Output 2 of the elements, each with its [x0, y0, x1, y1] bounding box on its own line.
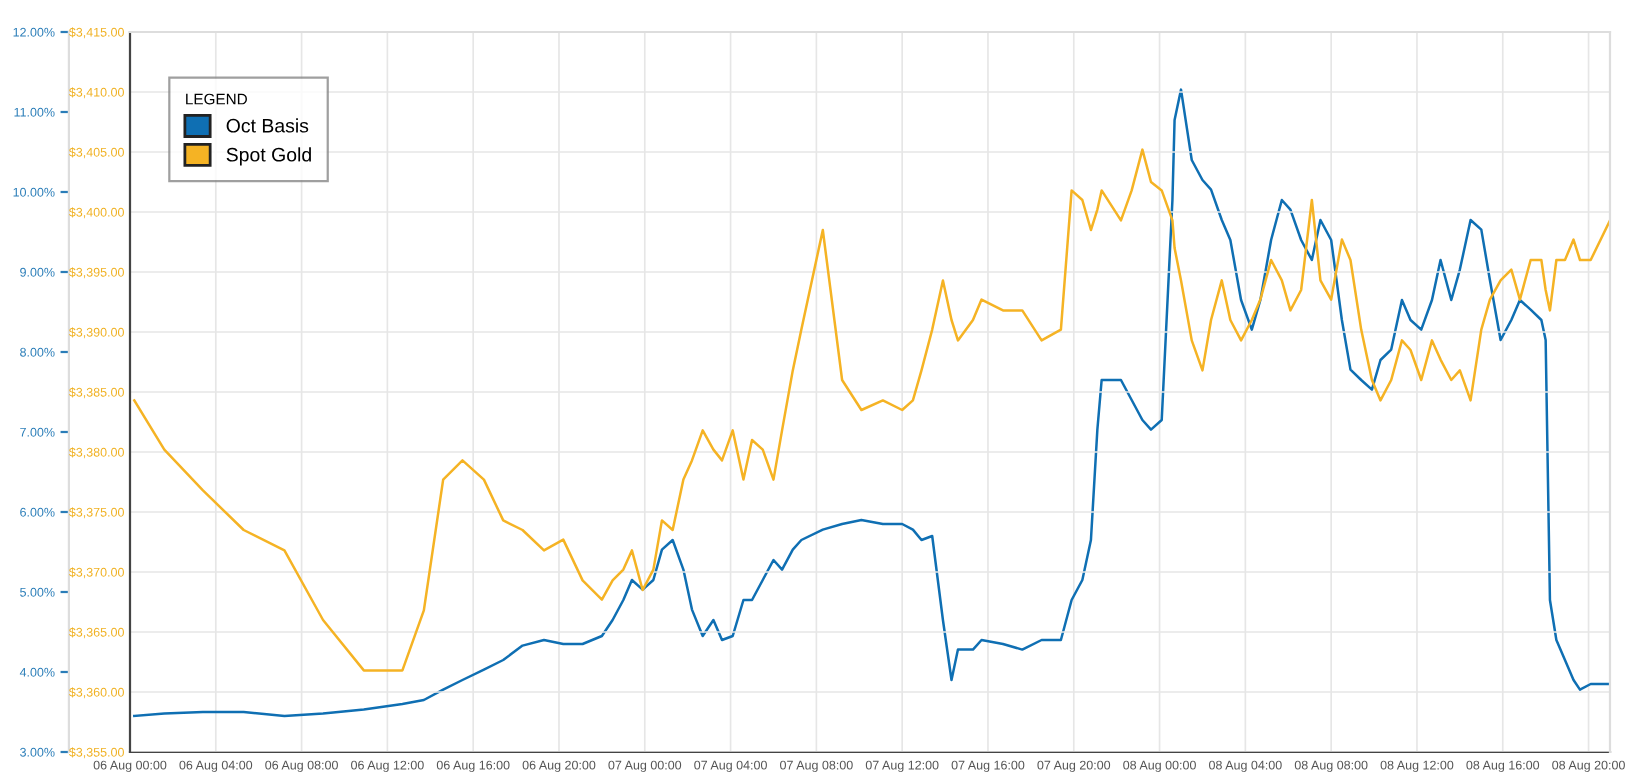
legend-label: Oct Basis: [226, 118, 309, 133]
legend-label: Spot Gold: [226, 147, 311, 166]
